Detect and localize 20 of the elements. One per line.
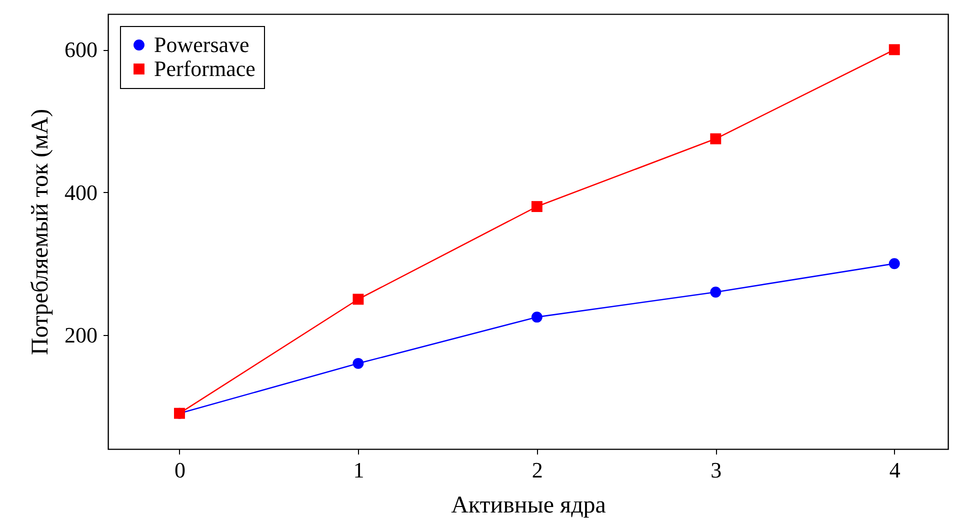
point: [888, 44, 900, 56]
x-axis-title: Активные ядра: [451, 492, 606, 518]
x-tick-label: 1: [353, 458, 364, 482]
point: [531, 201, 542, 212]
legend-label: Performace: [154, 56, 256, 81]
x-tick-label: 4: [889, 458, 900, 482]
x-tick-label: 0: [174, 458, 186, 482]
point: [710, 133, 722, 144]
point: [352, 358, 364, 369]
x-tick-label: 3: [710, 458, 722, 482]
point: [710, 286, 722, 298]
point: [352, 294, 364, 305]
point: [531, 312, 542, 323]
y-axis-title: Потребляемый ток (мА): [28, 108, 54, 356]
y-tick-label: 400: [64, 180, 98, 205]
point: [888, 258, 900, 270]
y-tick-label: 600: [64, 37, 98, 62]
y-tick-label: 200: [64, 322, 98, 348]
x-tick-label: 2: [532, 458, 543, 482]
legend-label: Powersave: [154, 32, 250, 57]
